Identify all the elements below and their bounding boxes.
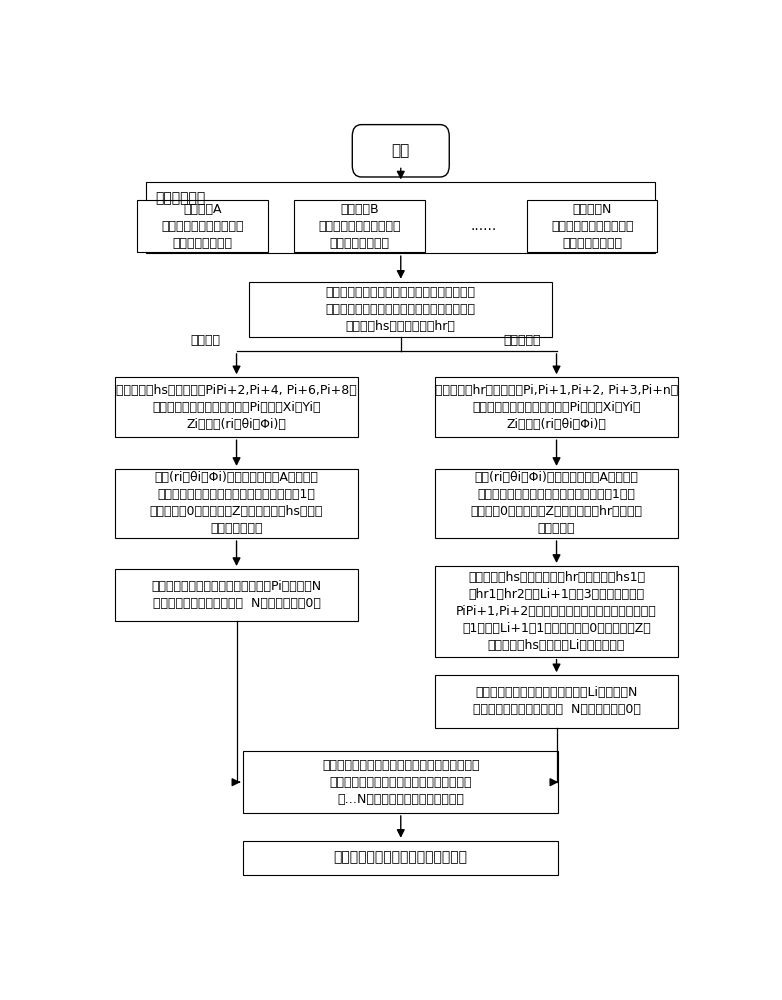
FancyBboxPatch shape	[115, 469, 357, 538]
Text: ......: ......	[470, 219, 497, 233]
Text: 组网天气雷达上，等高面上与等高度层间的雷达
覆盖，分别是盲点、单雷达覆盖、双雷达覆
盖…N雷达覆盖区域标识与精准落点: 组网天气雷达上，等高面上与等高度层间的雷达 覆盖，分别是盲点、单雷达覆盖、双雷达…	[322, 759, 479, 806]
Text: 三维格点场的构建：包括三维格点场的水平范
围和水平分辨率，设定格点场的高度范围，等
距离高度hs和空间分辨率hr。: 三维格点场的构建：包括三维格点场的水平范 围和水平分辨率，设定格点场的高度范围，…	[326, 286, 475, 333]
Text: 判断(ri，θi，Φi)是否在天气雷达A的方位、
仰角、波束宽度和距离探测范围内，标识为1，
否则标识为0。遍历高度Z上等距离高度hs上的格
点判断并标识。: 判断(ri，θi，Φi)是否在天气雷达A的方位、 仰角、波束宽度和距离探测范围内…	[150, 471, 323, 535]
FancyBboxPatch shape	[243, 751, 558, 813]
FancyBboxPatch shape	[436, 675, 678, 728]
Text: 天气雷达A
雷达经纬度、馈源海拔高
度与体扫模式参数: 天气雷达A 雷达经纬度、馈源海拔高 度与体扫模式参数	[161, 203, 244, 250]
Text: 等距离高度hs上的格点如PiPi+2,Pi+4, Pi+6,Pi+8等
格点进行坐标系的转换。如将Pi格点（Xi，Yi，
Zi）转换(ri，θi，Φi)。: 等距离高度hs上的格点如PiPi+2,Pi+4, Pi+6,Pi+8等 格点进行…	[117, 384, 357, 431]
Text: 天气雷达N
雷达经纬度、馈源海拔高
度与体扫模式参数: 天气雷达N 雷达经纬度、馈源海拔高 度与体扫模式参数	[551, 203, 633, 250]
FancyBboxPatch shape	[115, 569, 357, 621]
FancyBboxPatch shape	[146, 182, 655, 253]
Text: 遍历天气雷达网中所有雷达，遍历Li在若干个N
雷达的体扫范围内则标记为  N，否则标记为0。: 遍历天气雷达网中所有雷达，遍历Li在若干个N 雷达的体扫范围内则标记为 N，否则…	[472, 686, 640, 716]
Text: 判断(ri，θi，Φi)是否在天气雷达A方位、仰
角、波束宽度和距离探测范围内，标识为1，否
则标识为0。遍历高度Z上空间分辨率hr上格点判
断并标识。: 判断(ri，θi，Φi)是否在天气雷达A方位、仰 角、波束宽度和距离探测范围内，…	[471, 471, 643, 535]
Text: 遍历天气雷达网中所有雷达，若格点Pi在若干个N
雷达的体扫范围内则标记为  N，否则标记为0。: 遍历天气雷达网中所有雷达，若格点Pi在若干个N 雷达的体扫范围内则标记为 N，否…	[152, 580, 321, 610]
Text: 等距离高度hs与空间分辨率hr的匹配，如hs1包
含hr1和hr2，则Li+1对应3个格点，分别是
PiPi+1,Pi+2格点，其中只要任意一个格点标识有覆
盖: 等距离高度hs与空间分辨率hr的匹配，如hs1包 含hr1和hr2，则Li+1对…	[456, 571, 657, 652]
Text: 组网天气雷达: 组网天气雷达	[156, 192, 206, 206]
Text: 天气雷达B
雷达经纬度、馈源海拔高
度与体扫模式参数: 天气雷达B 雷达经纬度、馈源海拔高 度与体扫模式参数	[318, 203, 401, 250]
FancyBboxPatch shape	[527, 200, 658, 252]
FancyBboxPatch shape	[436, 469, 678, 538]
Text: 开始: 开始	[392, 143, 410, 158]
FancyBboxPatch shape	[115, 377, 357, 437]
Text: 等高度层间: 等高度层间	[504, 334, 540, 347]
FancyBboxPatch shape	[353, 125, 449, 177]
Text: 基于盲区识别的雷达体扫描模式计算: 基于盲区识别的雷达体扫描模式计算	[334, 851, 468, 865]
FancyBboxPatch shape	[249, 282, 552, 337]
FancyBboxPatch shape	[138, 200, 267, 252]
FancyBboxPatch shape	[436, 377, 678, 437]
FancyBboxPatch shape	[436, 566, 678, 657]
Text: 等高面上: 等高面上	[191, 334, 221, 347]
FancyBboxPatch shape	[243, 841, 558, 875]
FancyBboxPatch shape	[294, 200, 425, 252]
Text: 空间分辨率hr上的格点如Pi,Pi+1,Pi+2, Pi+3,Pi+n等
格点进行坐标系的转换。如将Pi格点（Xi，Yi，
Zi）转换(ri，θi，Φi)。: 空间分辨率hr上的格点如Pi,Pi+1,Pi+2, Pi+3,Pi+n等 格点进…	[435, 384, 678, 431]
